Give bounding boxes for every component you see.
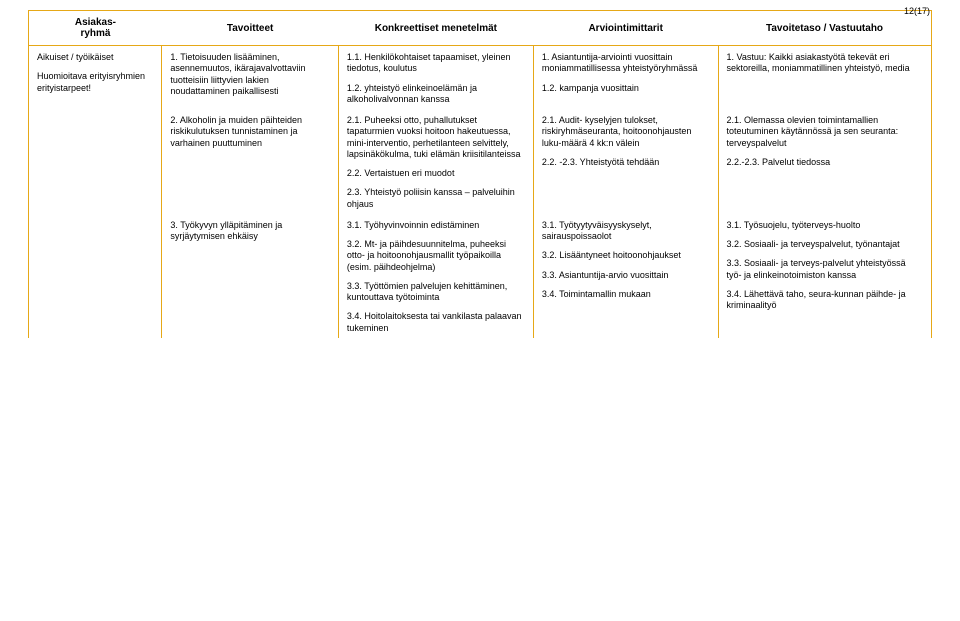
text: 2.1. Olemassa olevien toimintamallien to… bbox=[727, 115, 923, 149]
text: 3. Työkyvyn ylläpitäminen ja syrjäytymis… bbox=[170, 220, 329, 243]
cell-method-1: 1.1. Henkilökohtaiset tapaamiset, yleine… bbox=[338, 46, 533, 110]
text: 3.4. Lähettävä taho, seura-kunnan päihde… bbox=[727, 289, 923, 312]
text: 3.4. Hoitolaitoksesta tai vankilasta pal… bbox=[347, 311, 525, 334]
text: 1.2. yhteistyö elinkeinoelämän ja alkoho… bbox=[347, 83, 525, 106]
text: 1. Vastuu: Kaikki asiakastyötä tekevät e… bbox=[727, 52, 923, 75]
text: 3.3. Asiantuntija-arvio vuosittain bbox=[542, 270, 710, 281]
text: 3.1. Työsuojelu, työterveys-huolto bbox=[727, 220, 923, 231]
page-number: 12(17) bbox=[904, 6, 930, 16]
cell-resp-1: 1. Vastuu: Kaikki asiakastyötä tekevät e… bbox=[718, 46, 931, 110]
text: Aikuiset / työikäiset bbox=[37, 52, 153, 63]
header-col2: Tavoitteet bbox=[162, 11, 338, 46]
page: 12(17) Asiakas- ryhmä Tavoitteet Konkree… bbox=[0, 0, 960, 621]
table-row: 2. Alkoholin ja muiden päihteiden riskik… bbox=[29, 109, 932, 214]
text: 3.2. Sosiaali- ja terveyspalvelut, työna… bbox=[727, 239, 923, 250]
text: 2.2. Vertaistuen eri muodot bbox=[347, 168, 525, 179]
text: 2.1. Audit- kyselyjen tulokset, riskiryh… bbox=[542, 115, 710, 149]
text: 2.2. -2.3. Yhteistyötä tehdään bbox=[542, 157, 710, 168]
header-row: Asiakas- ryhmä Tavoitteet Konkreettiset … bbox=[29, 11, 932, 46]
header-col5: Tavoitetaso / Vastuutaho bbox=[718, 11, 931, 46]
text: 3.2. Mt- ja päihdesuunnitelma, puheeksi … bbox=[347, 239, 525, 273]
cell-metric-1: 1. Asiantuntija-arviointi vuosittain mon… bbox=[533, 46, 718, 110]
cell-method-3: 3.1. Työhyvinvoinnin edistäminen 3.2. Mt… bbox=[338, 214, 533, 338]
text: 1. Asiantuntija-arviointi vuosittain mon… bbox=[542, 52, 710, 75]
cell-metric-2: 2.1. Audit- kyselyjen tulokset, riskiryh… bbox=[533, 109, 718, 214]
text: 2. Alkoholin ja muiden päihteiden riskik… bbox=[170, 115, 329, 149]
cell-goal-1: 1. Tietoisuuden lisääminen, asennemuutos… bbox=[162, 46, 338, 110]
text: 3.1. Työtyytyväisyyskyselyt, sairauspois… bbox=[542, 220, 710, 243]
cell-resp-3: 3.1. Työsuojelu, työterveys-huolto 3.2. … bbox=[718, 214, 931, 338]
main-table: Asiakas- ryhmä Tavoitteet Konkreettiset … bbox=[28, 10, 932, 338]
text: 2.2.-2.3. Palvelut tiedossa bbox=[727, 157, 923, 168]
text: 3.1. Työhyvinvoinnin edistäminen bbox=[347, 220, 525, 231]
text: 3.2. Lisääntyneet hoitoonohjaukset bbox=[542, 250, 710, 261]
text: 2.3. Yhteistyö poliisin kanssa – palvelu… bbox=[347, 187, 525, 210]
text: 3.3. Sosiaali- ja terveys-palvelut yhtei… bbox=[727, 258, 923, 281]
cell-method-2: 2.1. Puheeksi otto, puhallutukset tapatu… bbox=[338, 109, 533, 214]
cell-metric-3: 3.1. Työtyytyväisyyskyselyt, sairauspois… bbox=[533, 214, 718, 338]
table-row: 3. Työkyvyn ylläpitäminen ja syrjäytymis… bbox=[29, 214, 932, 338]
text: 1.2. kampanja vuosittain bbox=[542, 83, 710, 94]
text: 2.1. Puheeksi otto, puhallutukset tapatu… bbox=[347, 115, 525, 160]
header-col1: Asiakas- ryhmä bbox=[29, 11, 162, 46]
table-row: Aikuiset / työikäiset Huomioitava erityi… bbox=[29, 46, 932, 110]
header-col3: Konkreettiset menetelmät bbox=[338, 11, 533, 46]
cell-client-group: Aikuiset / työikäiset Huomioitava erityi… bbox=[29, 46, 162, 338]
cell-goal-2: 2. Alkoholin ja muiden päihteiden riskik… bbox=[162, 109, 338, 214]
text: 3.4. Toimintamallin mukaan bbox=[542, 289, 710, 300]
text: Huomioitava erityisryhmien erityistarpee… bbox=[37, 71, 153, 94]
cell-goal-3: 3. Työkyvyn ylläpitäminen ja syrjäytymis… bbox=[162, 214, 338, 338]
text: 3.3. Työttömien palvelujen kehittäminen,… bbox=[347, 281, 525, 304]
header-col4: Arviointimittarit bbox=[533, 11, 718, 46]
text: 1. Tietoisuuden lisääminen, asennemuutos… bbox=[170, 52, 329, 97]
cell-resp-2: 2.1. Olemassa olevien toimintamallien to… bbox=[718, 109, 931, 214]
text: 1.1. Henkilökohtaiset tapaamiset, yleine… bbox=[347, 52, 525, 75]
